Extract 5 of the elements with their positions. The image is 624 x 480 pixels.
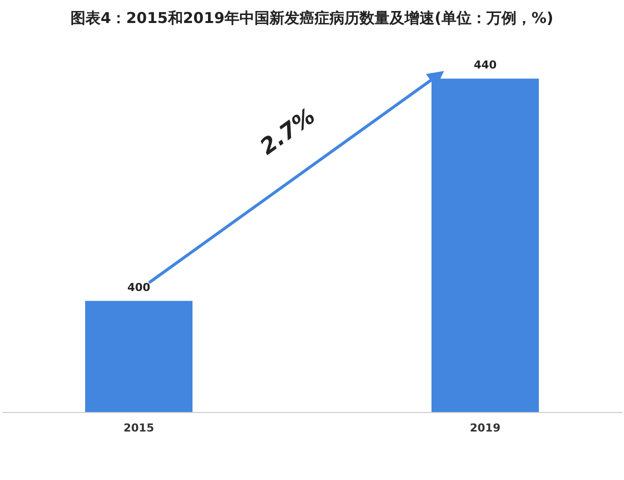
- data-label: 400: [127, 280, 151, 294]
- x-tick-label: 2015: [124, 422, 154, 434]
- x-tick-label: 2019: [470, 422, 500, 434]
- data-label: 440: [474, 58, 498, 72]
- chart-title: 图表4：2015和2019年中国新发癌症病历数量及增速(单位：万例，%): [70, 9, 554, 27]
